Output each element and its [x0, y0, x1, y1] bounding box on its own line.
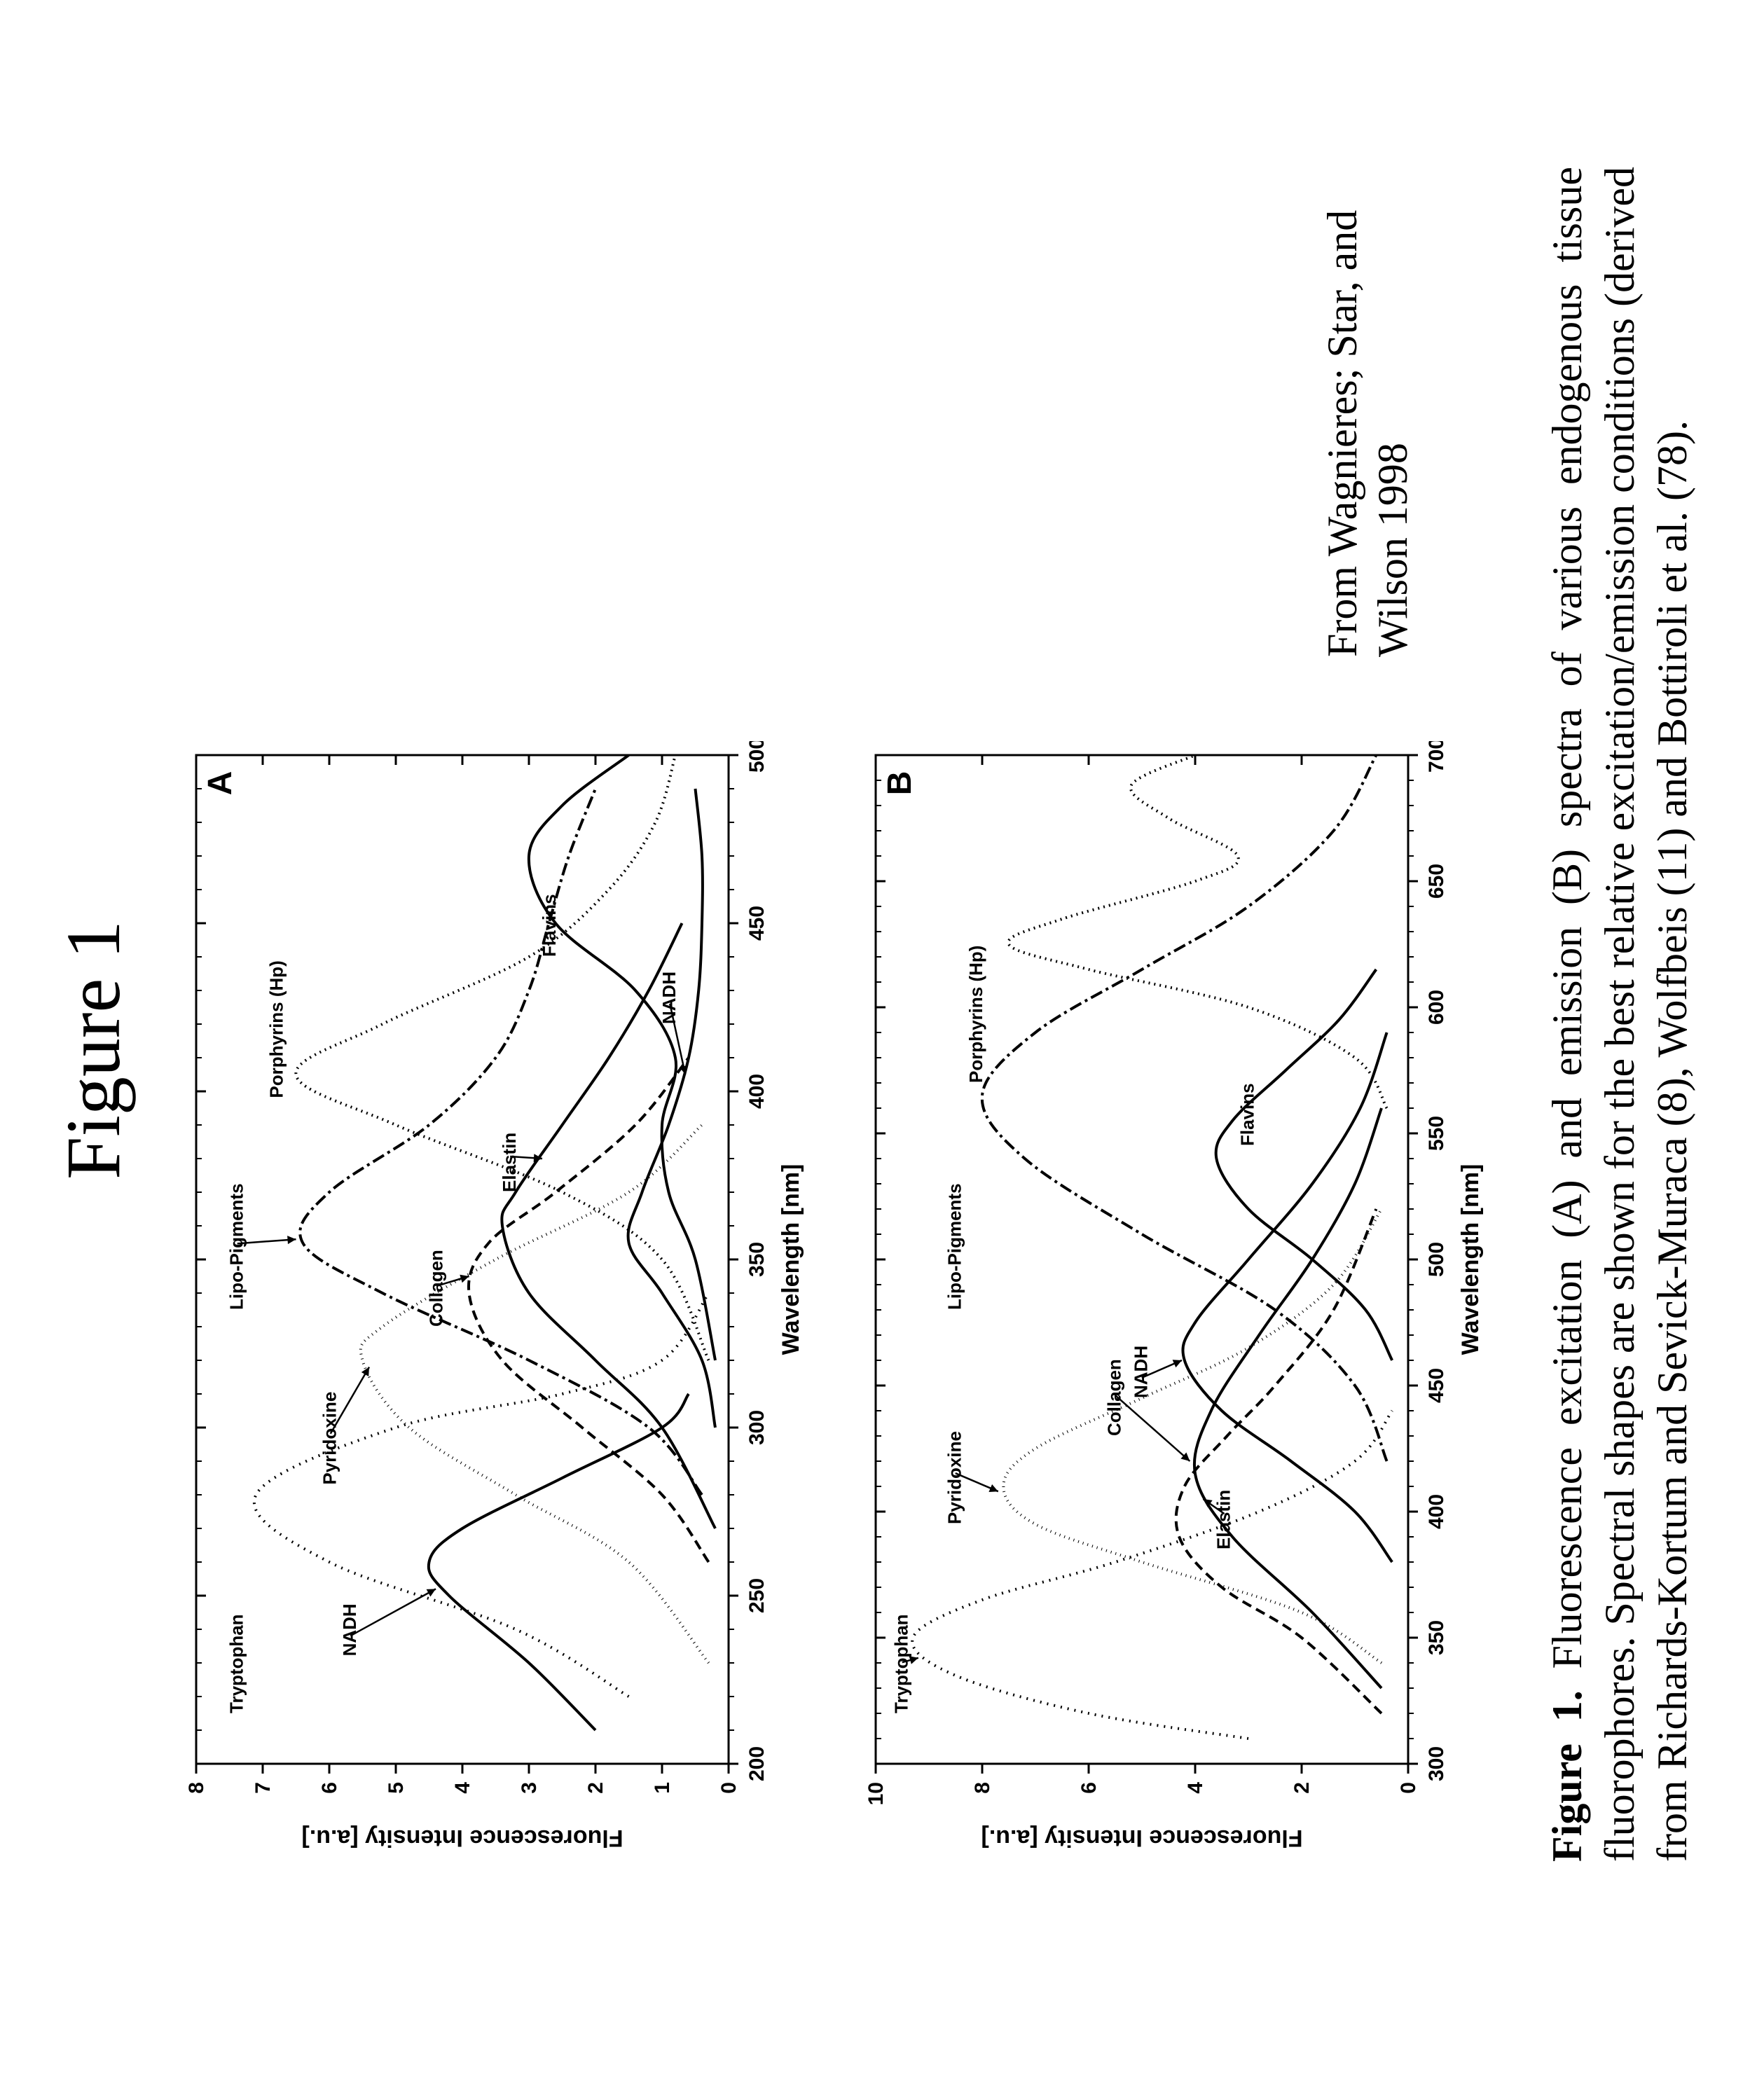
- chart-a-curve-porphyrins: [296, 755, 708, 1360]
- chart-b-curve-label: Tryptophan: [891, 1614, 912, 1713]
- chart-b-xlabel: Wavelength [nm]: [1457, 1164, 1484, 1355]
- chart-b-xtick: 700: [1425, 741, 1448, 773]
- chart-b-curve-flavins: [1216, 969, 1393, 1360]
- chart-a-xtick: 400: [745, 1074, 769, 1109]
- chart-a-xlabel: Wavelength [nm]: [778, 1164, 804, 1355]
- chart-b-panel-label: B: [881, 771, 918, 796]
- chart-b-curve-label: Porphyrins (Hp): [965, 946, 986, 1083]
- chart-b-curve-collagen: [1176, 1209, 1382, 1713]
- chart-a-ytick: 4: [451, 1782, 474, 1794]
- chart-b-xtick: 300: [1425, 1746, 1448, 1781]
- chart-b-svg: 300 350 400 450 500 550 600 650 700 0 2 4 6 8 10 Wavele…: [862, 741, 1499, 1862]
- chart-a-xtick: 350: [745, 1242, 769, 1277]
- chart-a-ylabel: Fluorescence Intensity [a.u.]: [301, 1825, 623, 1851]
- chart-a-ytick: 8: [185, 1782, 208, 1794]
- chart-b-curve-tryptophan: [912, 1411, 1392, 1739]
- chart-a-ytick: 3: [518, 1782, 541, 1794]
- chart-b-curve-porphyrins: [1008, 755, 1386, 1108]
- chart-b-ytick: 6: [1077, 1782, 1101, 1794]
- chart-b-xtick: 350: [1425, 1620, 1448, 1655]
- chart-b-xtick: 600: [1425, 990, 1448, 1025]
- chart-a-ytick: 2: [584, 1782, 607, 1794]
- chart-a-curve-label: NADH: [659, 972, 680, 1024]
- chart-b-curve-label: Pyridoxine: [944, 1431, 965, 1524]
- chart-a-curve-pyridoxine: [361, 1125, 709, 1663]
- chart-b-curve-elastin: [1194, 1108, 1382, 1688]
- chart-b-curve-label: Flavins: [1237, 1083, 1258, 1146]
- chart-a-frame: [196, 755, 729, 1764]
- chart-a-ytick: 5: [385, 1782, 408, 1794]
- chart-b-curve-label: Elastin: [1213, 1490, 1234, 1549]
- chart-a-xtick: 200: [745, 1746, 769, 1781]
- chart-b-ytick: 4: [1184, 1782, 1207, 1794]
- chart-b-xtick: 500: [1425, 1242, 1448, 1277]
- chart-a-curve-label: NADH: [339, 1603, 360, 1656]
- chart-b-curve-pyridoxine: [1003, 1209, 1382, 1663]
- chart-b-curve-label: Collagen: [1104, 1359, 1125, 1436]
- chart-a-ytick: 6: [318, 1782, 341, 1794]
- chart-a-container: 200 250 300 350 400 450 500 0 1 2 3 4 5 6 7 8 Wavelength…: [182, 741, 820, 1862]
- page-title: Figure 1: [49, 0, 138, 2100]
- chart-a-curve-nadh2: [628, 789, 715, 1428]
- chart-a-curve-nadh1: [429, 1394, 689, 1730]
- chart-a-arrow: [350, 1589, 436, 1636]
- chart-a-xtick: 250: [745, 1578, 769, 1613]
- chart-a-curve-label: Pyridoxine: [319, 1392, 340, 1485]
- chart-a-curve-label: Lipo-Pigments: [226, 1183, 247, 1310]
- chart-a-ytick: 7: [252, 1782, 275, 1794]
- chart-b-ytick: 8: [971, 1782, 994, 1794]
- chart-a-curve-label: Elastin: [499, 1133, 520, 1192]
- figure-caption: Figure 1. Fluorescence excitation (A) an…: [1541, 167, 1699, 1862]
- chart-a-xtick: 450: [745, 906, 769, 941]
- chart-b-xtick: 450: [1425, 1368, 1448, 1403]
- chart-b-xtick: 400: [1425, 1494, 1448, 1529]
- chart-a-curve-tryptophan: [254, 1293, 709, 1697]
- chart-a-curve-label: Tryptophan: [226, 1614, 247, 1713]
- chart-b-ytick: 0: [1397, 1782, 1420, 1794]
- chart-a-curve-label: Collagen: [426, 1250, 447, 1327]
- attribution-text: From Wagnieres; Star, and Wilson 1998: [1317, 97, 1418, 657]
- chart-b-container: 300 350 400 450 500 550 600 650 700 0 2 4 6 8 10 Wavele…: [862, 741, 1499, 1862]
- chart-a-panel-label: A: [202, 771, 239, 796]
- chart-b-arrow: [1115, 1395, 1190, 1461]
- chart-b-xtick: 550: [1425, 1116, 1448, 1151]
- chart-a-curve-label: Porphyrins (Hp): [266, 960, 287, 1098]
- chart-b-curve-label: NADH: [1131, 1346, 1152, 1398]
- chart-a-ytick: 1: [651, 1782, 674, 1794]
- chart-b-curve-label: Lipo-Pigments: [944, 1183, 965, 1310]
- chart-b-ytick: 2: [1290, 1782, 1314, 1794]
- chart-a-xtick: 300: [745, 1410, 769, 1445]
- chart-b-ytick: 10: [864, 1782, 888, 1805]
- chart-a-curve-label: Flavins: [539, 894, 560, 957]
- chart-a-xtick: 500: [745, 741, 769, 773]
- chart-a-svg: 200 250 300 350 400 450 500 0 1 2 3 4 5 6 7 8 Wavelength…: [182, 741, 820, 1862]
- chart-b-xtick: 650: [1425, 864, 1448, 899]
- chart-a-ytick: 0: [717, 1782, 740, 1794]
- chart-b-ylabel: Fluorescence Intensity [a.u.]: [981, 1825, 1302, 1851]
